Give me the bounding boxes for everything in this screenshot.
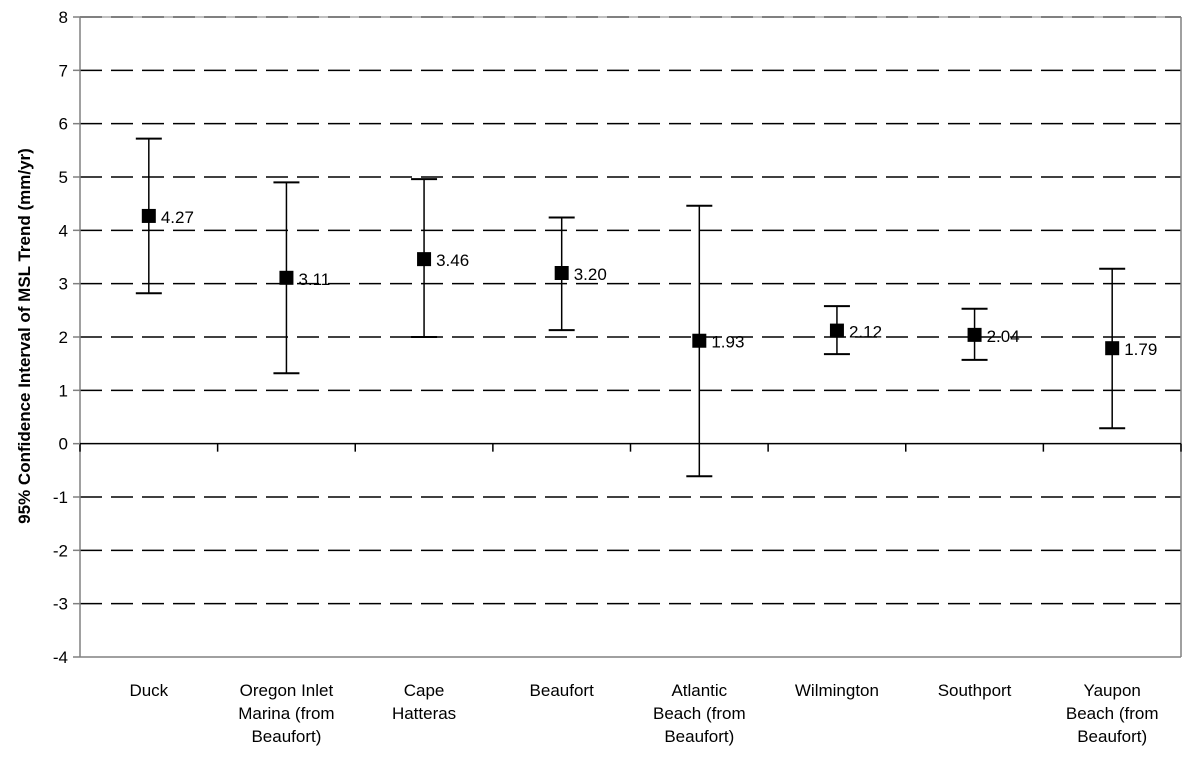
- gridlines: [80, 16, 1181, 605]
- y-tick-labels: 8 7 6 5 4 3 2 1 0 -1 -2 -3 -4: [53, 8, 68, 667]
- y-axis-title: 95% Confidence Interval of MSL Trend (mm…: [15, 148, 34, 524]
- x-tick-label: Oregon Inlet: [240, 681, 334, 700]
- data-point: [141, 208, 156, 223]
- y-tick-label: 5: [59, 168, 68, 187]
- x-tick-label: Beaufort): [664, 727, 734, 746]
- data-label: 1.93: [711, 333, 744, 352]
- data-point: [1105, 341, 1120, 356]
- data-point: [554, 266, 569, 280]
- x-tick-label: Beach (from: [653, 704, 746, 723]
- x-tick-label: Atlantic: [671, 681, 727, 700]
- y-tick-label: 4: [59, 221, 68, 240]
- data-label: 2.12: [849, 323, 882, 342]
- data-point: [692, 333, 707, 348]
- y-tick-label: 2: [59, 328, 68, 347]
- y-tick-label: -2: [53, 541, 68, 560]
- x-tick-label: Beaufort: [530, 681, 595, 700]
- data-label: 1.79: [1124, 340, 1157, 359]
- y-tick-label: -3: [53, 595, 68, 614]
- data-label: 3.11: [298, 270, 330, 289]
- data-point: [829, 323, 844, 338]
- data-label: 3.20: [574, 265, 607, 284]
- data-label: 4.27: [161, 208, 194, 227]
- y-tick-label: 6: [59, 115, 68, 134]
- x-tick-label: Hatteras: [392, 704, 456, 723]
- y-tick-label: 0: [59, 435, 68, 454]
- x-tick-label: Duck: [129, 681, 168, 700]
- x-tick-label: Marina (from: [238, 704, 334, 723]
- x-tick-label: Beaufort): [251, 727, 321, 746]
- data-label: 2.04: [987, 327, 1020, 346]
- axes: [73, 16, 1182, 658]
- data-point: [967, 327, 982, 342]
- x-tick-label: Southport: [938, 681, 1012, 700]
- category-labels: Duck Oregon Inlet Marina (from Beaufort) Cap…: [129, 681, 1158, 746]
- x-tick-label: Beaufort): [1077, 727, 1147, 746]
- data-marks: 4.27 3.11 3.46 3.20 1.93 2.12 2.04 1.79: [135, 137, 1157, 478]
- x-tick-label: Wilmington: [795, 681, 879, 700]
- x-tick-label: Yaupon: [1084, 681, 1141, 700]
- data-point: [417, 252, 432, 267]
- y-tick-label: 3: [59, 275, 68, 294]
- y-tick-label: 8: [59, 8, 68, 27]
- y-tick-label: 7: [59, 61, 68, 80]
- data-label: 3.46: [436, 251, 469, 270]
- y-tick-label: -1: [53, 488, 68, 507]
- data-point: [279, 270, 294, 285]
- x-tick-label: Cape: [404, 681, 445, 700]
- x-tick-label: Beach (from: [1066, 704, 1159, 723]
- y-tick-label: 1: [59, 381, 68, 400]
- y-tick-label: -4: [53, 648, 68, 667]
